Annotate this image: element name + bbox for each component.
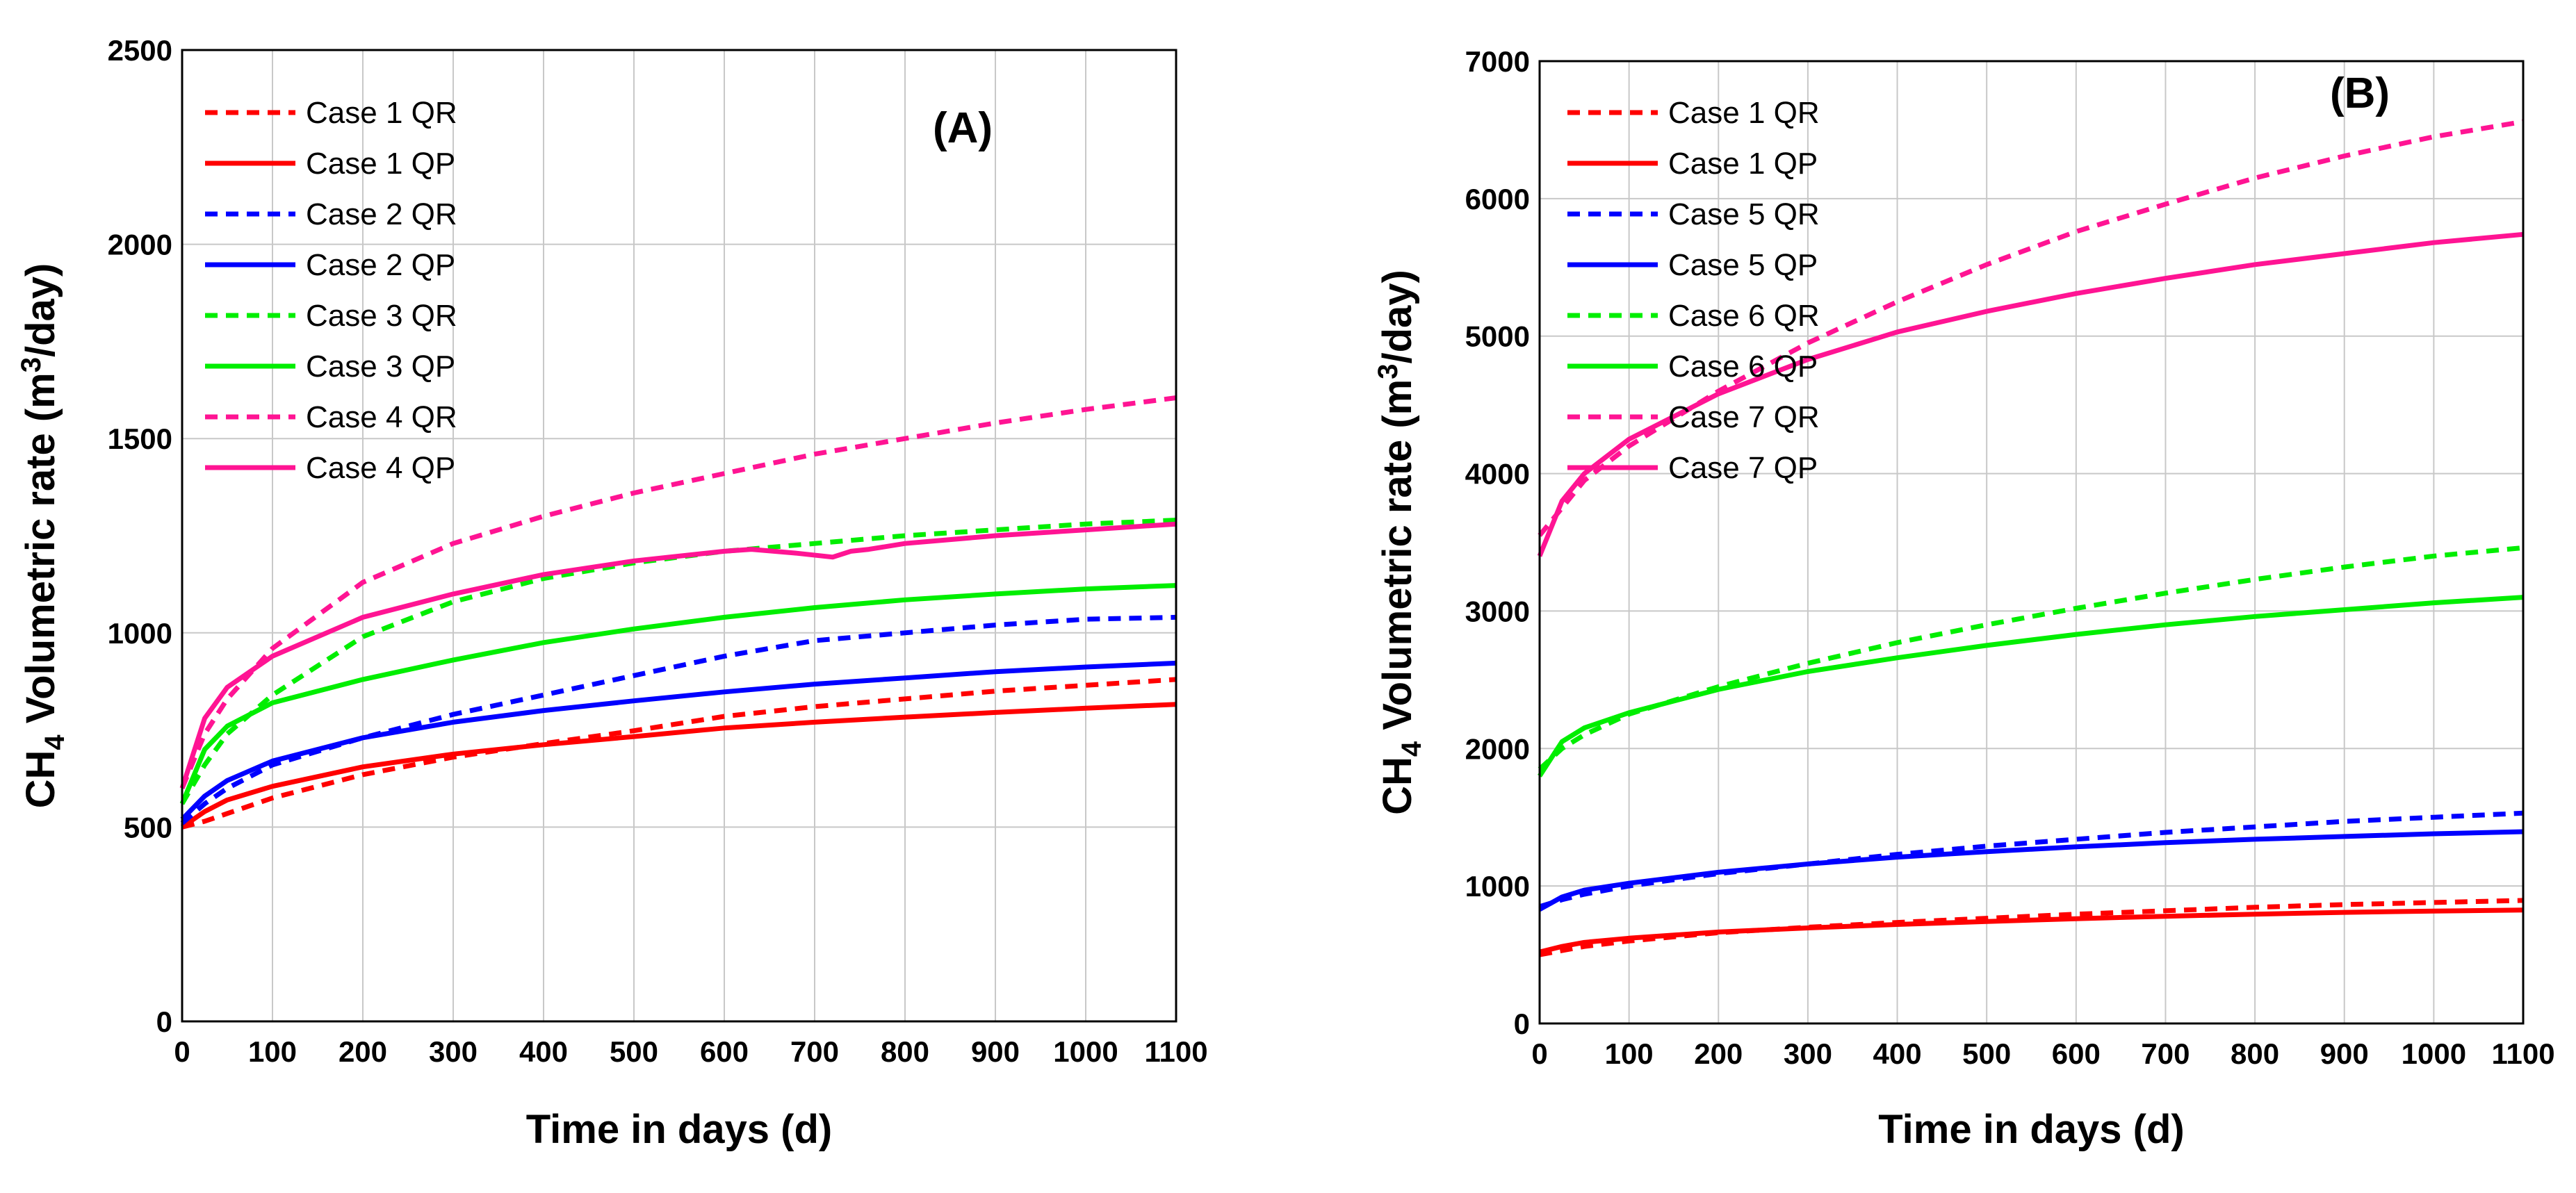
y-tick-label: 7000 <box>1465 45 1530 78</box>
x-tick-label: 500 <box>1962 1037 2011 1070</box>
legend-entry: Case 2 QR <box>306 197 457 231</box>
y-tick-label: 2000 <box>1465 732 1530 765</box>
legend-entry: Case 6 QP <box>1668 349 1818 384</box>
panel-label: (A) <box>933 104 993 152</box>
series-line-case-5-qp <box>1538 829 2524 912</box>
chart-panel-2: 0 100 200 300 400 500 600 700 800 900 1000 1100 0 100… <box>1373 45 2555 1152</box>
series-line-case-6-qp <box>1538 595 2524 777</box>
x-tick-label: 1000 <box>1053 1035 1118 1068</box>
x-tick-label: 600 <box>700 1035 749 1068</box>
x-tick-label: 200 <box>1694 1037 1743 1070</box>
legend-entry: Case 1 QR <box>1668 96 1820 130</box>
chart-panel-1: 0 100 200 300 400 500 600 700 800 900 1000 1100 0 500… <box>16 34 1208 1152</box>
legend-entry: Case 1 QP <box>306 147 455 181</box>
legend-entry: Case 7 QP <box>1668 451 1818 485</box>
series-line-case-5-qr <box>1538 810 2524 910</box>
x-tick-label: 200 <box>339 1035 387 1068</box>
y-tick-label: 1000 <box>108 617 172 650</box>
y-tick-label: 5000 <box>1465 320 1530 353</box>
legend-entry: Case 1 QP <box>1668 147 1818 181</box>
legend-entry: Case 7 QR <box>1668 400 1820 434</box>
x-tick-label: 1100 <box>1144 1035 1207 1068</box>
legend-entry: Case 5 QR <box>1668 197 1820 231</box>
x-tick-label: 0 <box>1531 1037 1547 1070</box>
y-tick-label: 0 <box>1514 1007 1530 1040</box>
plot-frame <box>181 49 1177 1023</box>
x-tick-label: 900 <box>2320 1037 2369 1070</box>
legend: Case 1 QR Case 1 QP Case 2 QR Case 2 QP Case… <box>205 96 457 485</box>
series-line-case-1-qp <box>181 702 1177 830</box>
panel-label: (B) <box>2330 69 2390 117</box>
x-tick-label: 1100 <box>2491 1037 2554 1070</box>
series-line-case-4-qr <box>179 395 1177 789</box>
y-tick-label: 2000 <box>108 229 172 261</box>
x-axis-title: Time in days (d) <box>526 1107 832 1152</box>
x-tick-label: 0 <box>174 1035 190 1068</box>
series-line-case-7-qr <box>1538 119 2524 537</box>
series-line-case-1-qr <box>1539 898 2524 957</box>
x-axis-title: Time in days (d) <box>1878 1107 2184 1152</box>
x-tick-label: 400 <box>1873 1037 1922 1070</box>
legend-entry: Case 6 QR <box>1668 299 1820 333</box>
y-tick-label: 0 <box>156 1005 172 1038</box>
series-line-case-4-qp <box>179 521 1177 789</box>
legend-entry: Case 1 QR <box>306 96 457 130</box>
x-tick-label: 500 <box>610 1035 658 1068</box>
x-tick-label: 300 <box>1784 1037 1832 1070</box>
x-tick-label: 1000 <box>2402 1037 2466 1070</box>
y-tick-label: 1500 <box>108 422 172 455</box>
series-line-case-3-qp <box>179 583 1177 805</box>
series-line-case-2-qr <box>180 614 1177 825</box>
x-tick-label: 100 <box>1605 1037 1654 1070</box>
x-tick-label: 600 <box>2052 1037 2101 1070</box>
series-line-case-1-qr <box>181 677 1177 830</box>
x-tick-label: 300 <box>429 1035 478 1068</box>
x-tick-label: 900 <box>971 1035 1020 1068</box>
series-line-case-3-qr <box>179 518 1177 805</box>
x-tick-label: 100 <box>248 1035 297 1068</box>
legend-entry: Case 3 QR <box>306 299 457 333</box>
y-tick-label: 6000 <box>1465 183 1530 215</box>
y-tick-label: 2500 <box>108 34 172 67</box>
x-tick-label: 800 <box>2231 1037 2279 1070</box>
y-axis-title: CH4 Volumetric rate (m3/day) <box>16 263 70 809</box>
y-tick-label: 500 <box>124 811 172 844</box>
legend-entry: Case 3 QP <box>306 349 455 384</box>
legend-entry: Case 4 QP <box>306 451 455 485</box>
legend-entry: Case 4 QR <box>306 400 457 434</box>
series-line-case-6-qr <box>1538 545 2524 771</box>
legend-entry: Case 5 QP <box>1668 248 1818 282</box>
x-tick-label: 700 <box>2141 1037 2190 1070</box>
x-tick-label: 400 <box>519 1035 568 1068</box>
y-axis-title: CH4 Volumetric rate (m3/day) <box>1373 270 1427 815</box>
series-line-case-2-qp <box>180 660 1177 821</box>
series-line-case-7-qp <box>1537 231 2524 557</box>
y-tick-label: 4000 <box>1465 458 1530 491</box>
x-tick-label: 700 <box>790 1035 839 1068</box>
x-tick-label: 800 <box>881 1035 929 1068</box>
legend: Case 1 QR Case 1 QP Case 5 QR Case 5 QP Case… <box>1567 96 1820 485</box>
legend-entry: Case 2 QP <box>306 248 455 282</box>
plot-frame <box>1538 60 2525 1025</box>
y-tick-label: 1000 <box>1465 870 1530 903</box>
y-tick-label: 3000 <box>1465 595 1530 627</box>
series-line-case-1-qp <box>1539 907 2524 955</box>
